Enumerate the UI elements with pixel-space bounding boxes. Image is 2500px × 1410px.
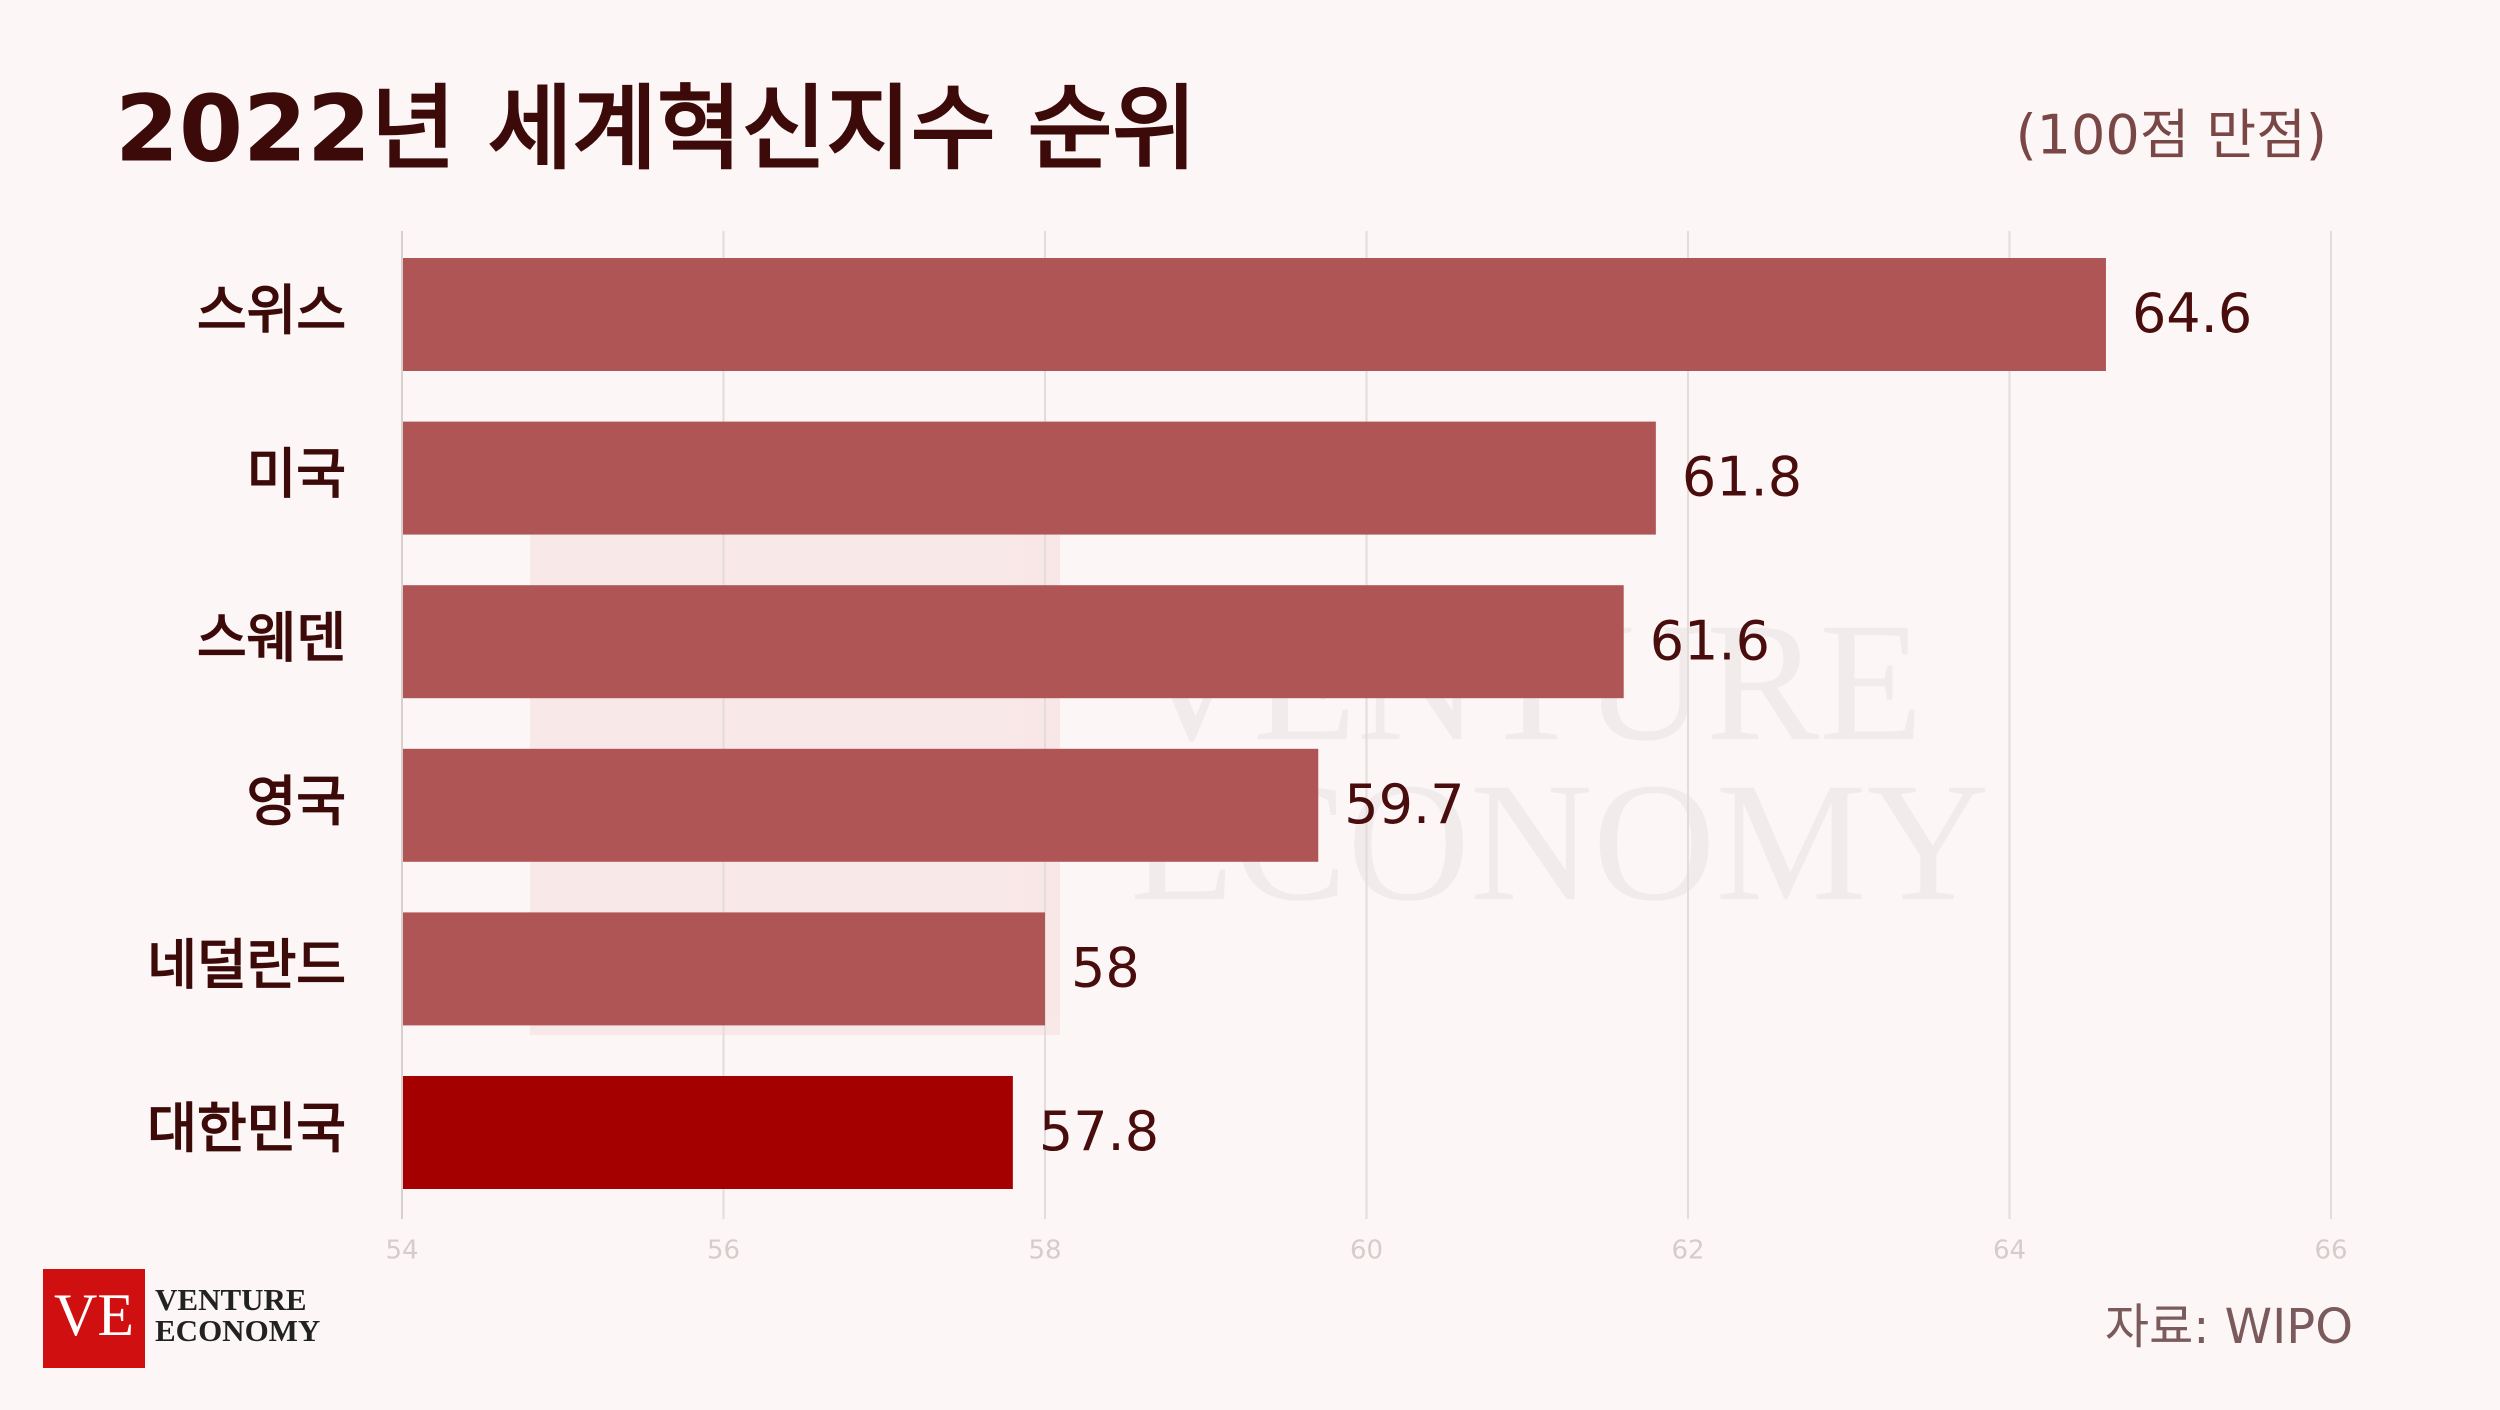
value-label: 61.8 — [1682, 446, 1802, 509]
x-tick-label: 58 — [1028, 1236, 1061, 1266]
logo-mark: VE — [54, 1282, 134, 1348]
y-tick-label: 스웨덴 — [197, 606, 346, 669]
value-label: 61.6 — [1650, 609, 1770, 672]
y-tick-label: 네덜란드 — [147, 934, 346, 997]
logo-text: ECONOMY — [155, 1313, 320, 1348]
logo-text: VENTURE — [155, 1282, 307, 1317]
y-tick-label: 스위스 — [197, 279, 346, 342]
value-label: 64.6 — [2132, 282, 2252, 345]
logo-box — [43, 1269, 145, 1368]
bar — [402, 258, 2106, 371]
value-label: 57.8 — [1039, 1100, 1159, 1163]
chart-title: 2022년 세계혁신지수 순위 — [115, 75, 1197, 182]
y-tick-label: 미국 — [247, 443, 346, 506]
x-tick-label: 62 — [1671, 1236, 1704, 1266]
source: 자료: WIPO — [2105, 1299, 2353, 1355]
x-tick-label: 56 — [707, 1236, 740, 1266]
value-label: 59.7 — [1344, 773, 1464, 836]
x-tick-label: 64 — [1993, 1236, 2026, 1266]
bar — [402, 421, 1656, 535]
bar — [402, 912, 1045, 1026]
x-tick-label: 60 — [1350, 1236, 1383, 1266]
x-tick-label: 66 — [2314, 1236, 2347, 1266]
value-label: 58 — [1071, 937, 1140, 1000]
y-tick-label: 대한민국 — [147, 1097, 346, 1160]
y-tick-label: 영국 — [247, 770, 346, 833]
bar — [402, 585, 1624, 699]
bar — [402, 1076, 1013, 1189]
bar — [402, 748, 1319, 862]
subtitle: (100점 만점) — [2016, 104, 2327, 167]
x-tick-label: 54 — [385, 1236, 418, 1266]
